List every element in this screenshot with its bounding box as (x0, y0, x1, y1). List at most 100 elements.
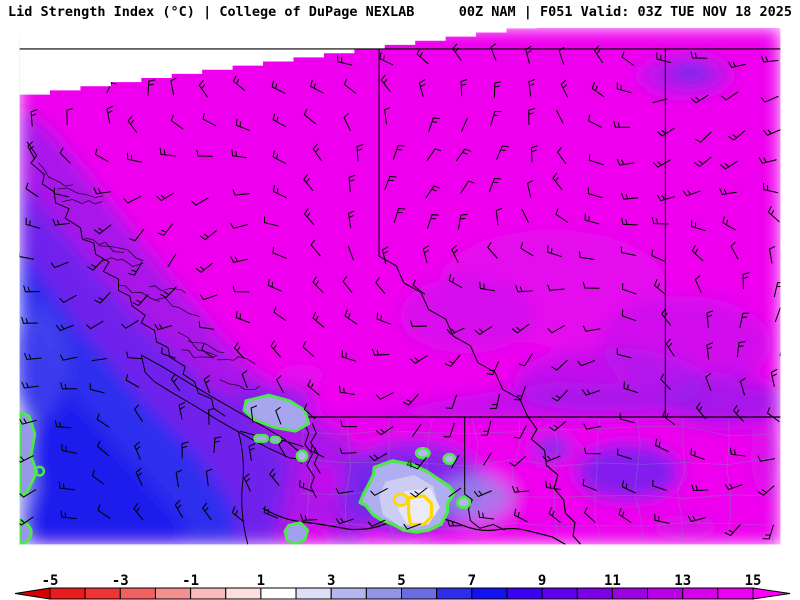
wind-barb (300, 513, 318, 521)
wind-barb (375, 277, 386, 295)
wind-barb (199, 294, 218, 301)
fjord-line (38, 162, 73, 187)
wind-barb (416, 48, 429, 65)
wind-barb (760, 55, 779, 63)
wind-barb (657, 127, 675, 137)
wind-barb (758, 157, 777, 164)
wind-barb (243, 473, 251, 492)
wind-barb (272, 184, 287, 199)
wind-barb (230, 222, 248, 229)
washington-idaho-border (464, 416, 505, 531)
wind-barb (278, 439, 287, 458)
wind-barb (691, 484, 709, 492)
wind-barb (721, 91, 739, 101)
wind-barb (488, 177, 502, 193)
county-line (726, 418, 731, 543)
wind-barb (167, 253, 177, 267)
wind-barb (53, 187, 69, 198)
wind-barb (198, 79, 208, 98)
patch-left-lower (19, 518, 33, 546)
wind-barb (59, 147, 71, 164)
low-lid-patches: 4 (19, 393, 472, 546)
fjord-line (101, 257, 144, 267)
wind-barb (613, 120, 631, 128)
wind-barb (235, 118, 251, 131)
wind-barb (302, 341, 315, 357)
wind-barb (30, 109, 38, 127)
wind-barb (181, 441, 189, 459)
wind-barb (303, 173, 314, 191)
wind-barb (729, 447, 746, 457)
colorbar-segment (295, 587, 332, 600)
wind-barb (170, 114, 184, 130)
fjord-line (187, 340, 225, 354)
wind-barb (455, 148, 472, 162)
wind-barb (96, 413, 110, 428)
colorbar: -5 -3 -1 1 3 5 7 9 11 13 15 (0, 572, 800, 600)
wind-barb (132, 294, 149, 307)
wind-barb (577, 359, 596, 367)
wind-barb (161, 347, 176, 359)
wind-barb (160, 286, 177, 299)
colorbar-tick-label: -1 (182, 573, 199, 589)
wind-barb (157, 223, 173, 236)
county-line (512, 418, 521, 543)
wind-barb (728, 130, 746, 141)
wind-barb (551, 359, 568, 371)
wind-barb (19, 455, 34, 463)
wind-barb (473, 490, 492, 498)
wind-barb (547, 325, 565, 334)
wind-barb (428, 117, 440, 133)
wind-barb (367, 519, 386, 527)
bottom-edge (19, 544, 781, 546)
wind-barb (307, 379, 320, 396)
fjord-line (62, 199, 103, 205)
wind-barb (552, 172, 563, 190)
puget-sound (302, 419, 317, 499)
wind-barb (343, 113, 351, 131)
county-line (634, 418, 644, 543)
yellow-contour-small (392, 492, 410, 507)
wind-barb (760, 95, 779, 103)
wind-barb (60, 354, 78, 361)
wind-barb (694, 275, 702, 294)
wind-barb (123, 195, 142, 204)
wind-barb (235, 310, 251, 324)
wind-barb (403, 523, 422, 530)
wind-barb (774, 307, 781, 323)
colorbar-tick-label: 1 (257, 573, 265, 589)
wind-barb (347, 245, 354, 261)
wind-barb (135, 467, 143, 486)
wind-barb (694, 156, 712, 167)
wind-barb (263, 216, 279, 227)
product-title: Lid Strength Index (°C) | College of DuP… (8, 4, 415, 20)
fjord-line (219, 379, 260, 390)
wind-barb (521, 208, 529, 223)
patch-strait-1 (253, 433, 269, 443)
wind-barb (402, 393, 419, 406)
county-line (767, 418, 774, 543)
colorbar-tick-label: -5 (42, 573, 59, 589)
wind-barb (443, 422, 455, 438)
wind-barb (59, 294, 77, 303)
wind-barb (337, 55, 353, 66)
wind-barb (457, 213, 468, 230)
wind-barb (66, 108, 73, 126)
wind-barb (551, 390, 568, 402)
wind-barb (170, 77, 177, 96)
wind-barb (133, 503, 144, 521)
wind-barb (528, 108, 536, 126)
wa-coast (237, 430, 249, 545)
colorbar-segment (49, 587, 86, 600)
wind-barb (690, 447, 705, 460)
colorbar-tick-label: 11 (604, 573, 621, 589)
wind-barb (156, 192, 174, 202)
colorbar-segment (365, 587, 403, 600)
wind-barb (213, 436, 222, 453)
wind-barb (272, 246, 287, 259)
wind-barb (444, 354, 461, 367)
wind-barb (97, 440, 109, 457)
wind-barb (87, 259, 104, 271)
wind-barb (545, 480, 562, 491)
fjord-line (57, 187, 104, 198)
